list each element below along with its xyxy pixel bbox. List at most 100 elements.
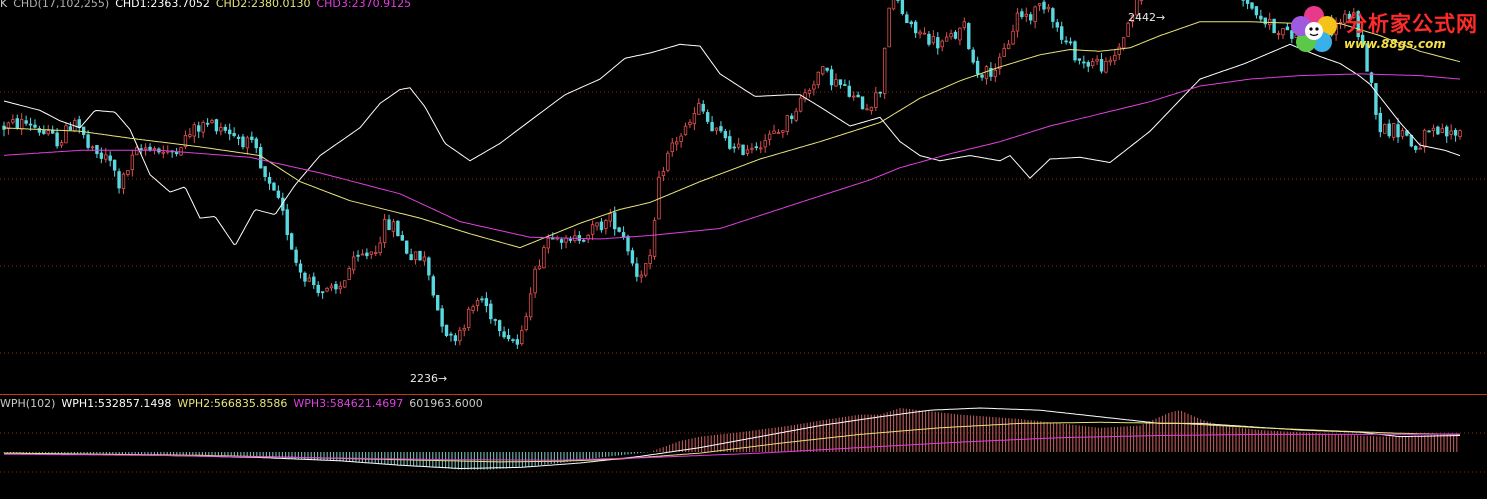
candle-body xyxy=(11,119,15,123)
candle-body xyxy=(312,276,316,286)
candle-body xyxy=(1037,3,1042,6)
candle xyxy=(1281,28,1285,40)
candle-body xyxy=(387,219,391,231)
candle xyxy=(1108,56,1113,66)
candle xyxy=(1135,0,1139,18)
candle xyxy=(334,281,338,294)
candle-body xyxy=(1414,145,1418,150)
candle-body xyxy=(1431,127,1436,131)
gridlines xyxy=(0,91,1487,473)
candle-body xyxy=(763,140,767,148)
candle xyxy=(241,133,245,150)
candle-body xyxy=(250,136,254,140)
candle-body xyxy=(267,176,272,184)
candle xyxy=(962,17,967,31)
candle xyxy=(993,63,998,83)
candle-body xyxy=(1422,129,1427,148)
candle xyxy=(852,91,856,101)
candle xyxy=(228,123,232,141)
candle xyxy=(944,32,949,42)
candle-body xyxy=(750,147,754,150)
candle xyxy=(325,286,329,293)
candle-body xyxy=(900,0,905,14)
candle-body xyxy=(1073,41,1077,61)
candle xyxy=(205,118,210,127)
candle xyxy=(661,166,666,182)
candle-body xyxy=(1099,59,1104,72)
candle-body xyxy=(984,66,989,80)
candle xyxy=(564,235,568,249)
candle-body xyxy=(214,119,219,132)
candle-body xyxy=(183,135,188,148)
candle xyxy=(940,39,944,52)
candle xyxy=(989,62,993,81)
candle xyxy=(847,80,851,98)
candle-body xyxy=(936,37,940,49)
candle-body xyxy=(1356,11,1360,38)
candle xyxy=(869,106,874,115)
candle-body xyxy=(905,14,909,24)
low-price-value: 2236 xyxy=(410,372,438,385)
candle-body xyxy=(502,331,506,338)
candle-body xyxy=(1015,12,1020,32)
candle-body xyxy=(599,221,604,231)
candle-body xyxy=(723,131,728,139)
candle xyxy=(298,259,303,279)
series-line-chd3 xyxy=(3,73,1461,240)
volume-indicator-legend: WPH(102) WPH1:532857.1498 WPH2:566835.8586… xyxy=(0,398,489,410)
candle-body xyxy=(714,127,719,131)
candle xyxy=(1046,4,1051,13)
candle-body xyxy=(152,148,157,151)
candle xyxy=(81,126,86,139)
candle-body xyxy=(497,320,502,332)
candle-body xyxy=(590,224,595,235)
candle-body xyxy=(245,137,250,149)
candle-body xyxy=(223,126,227,131)
candle xyxy=(409,248,413,261)
candle xyxy=(630,247,635,266)
candle xyxy=(745,144,750,157)
candle-body xyxy=(608,213,612,222)
candle xyxy=(1077,58,1082,65)
candle xyxy=(2,121,6,137)
candle-body xyxy=(1427,130,1431,133)
candle xyxy=(436,294,440,311)
candle xyxy=(68,122,73,131)
candle-body xyxy=(882,47,887,94)
candle-body xyxy=(971,49,975,63)
candle-body xyxy=(453,335,458,342)
candle-body xyxy=(405,240,409,254)
candle xyxy=(55,128,59,149)
candle-body xyxy=(126,169,130,175)
candle xyxy=(816,71,820,89)
candle xyxy=(648,249,652,270)
candle-body xyxy=(710,122,714,132)
candle-body xyxy=(630,250,635,264)
candle xyxy=(1383,123,1387,134)
candle xyxy=(400,230,404,241)
candle xyxy=(657,170,661,220)
wph2-value: WPH2:566835.8586 xyxy=(177,397,288,410)
candle xyxy=(1037,3,1042,11)
candle-body xyxy=(944,36,949,42)
candle-body xyxy=(1285,26,1290,31)
candle xyxy=(73,117,77,133)
candle-body xyxy=(1121,37,1126,49)
candle xyxy=(1060,21,1064,44)
candle xyxy=(1250,2,1254,11)
candle-body xyxy=(307,277,312,282)
candle-body xyxy=(953,31,958,39)
candle xyxy=(1117,43,1121,60)
candlesticks xyxy=(2,0,1462,349)
candle-body xyxy=(821,66,825,75)
candle xyxy=(449,331,453,342)
candle-body xyxy=(374,252,378,254)
candle xyxy=(1422,128,1427,153)
candle xyxy=(980,73,984,81)
candle-body xyxy=(1006,43,1011,50)
candle-body xyxy=(1418,147,1422,150)
candle-body xyxy=(1139,0,1144,2)
candle-body xyxy=(683,125,688,136)
candle-body xyxy=(515,339,520,345)
